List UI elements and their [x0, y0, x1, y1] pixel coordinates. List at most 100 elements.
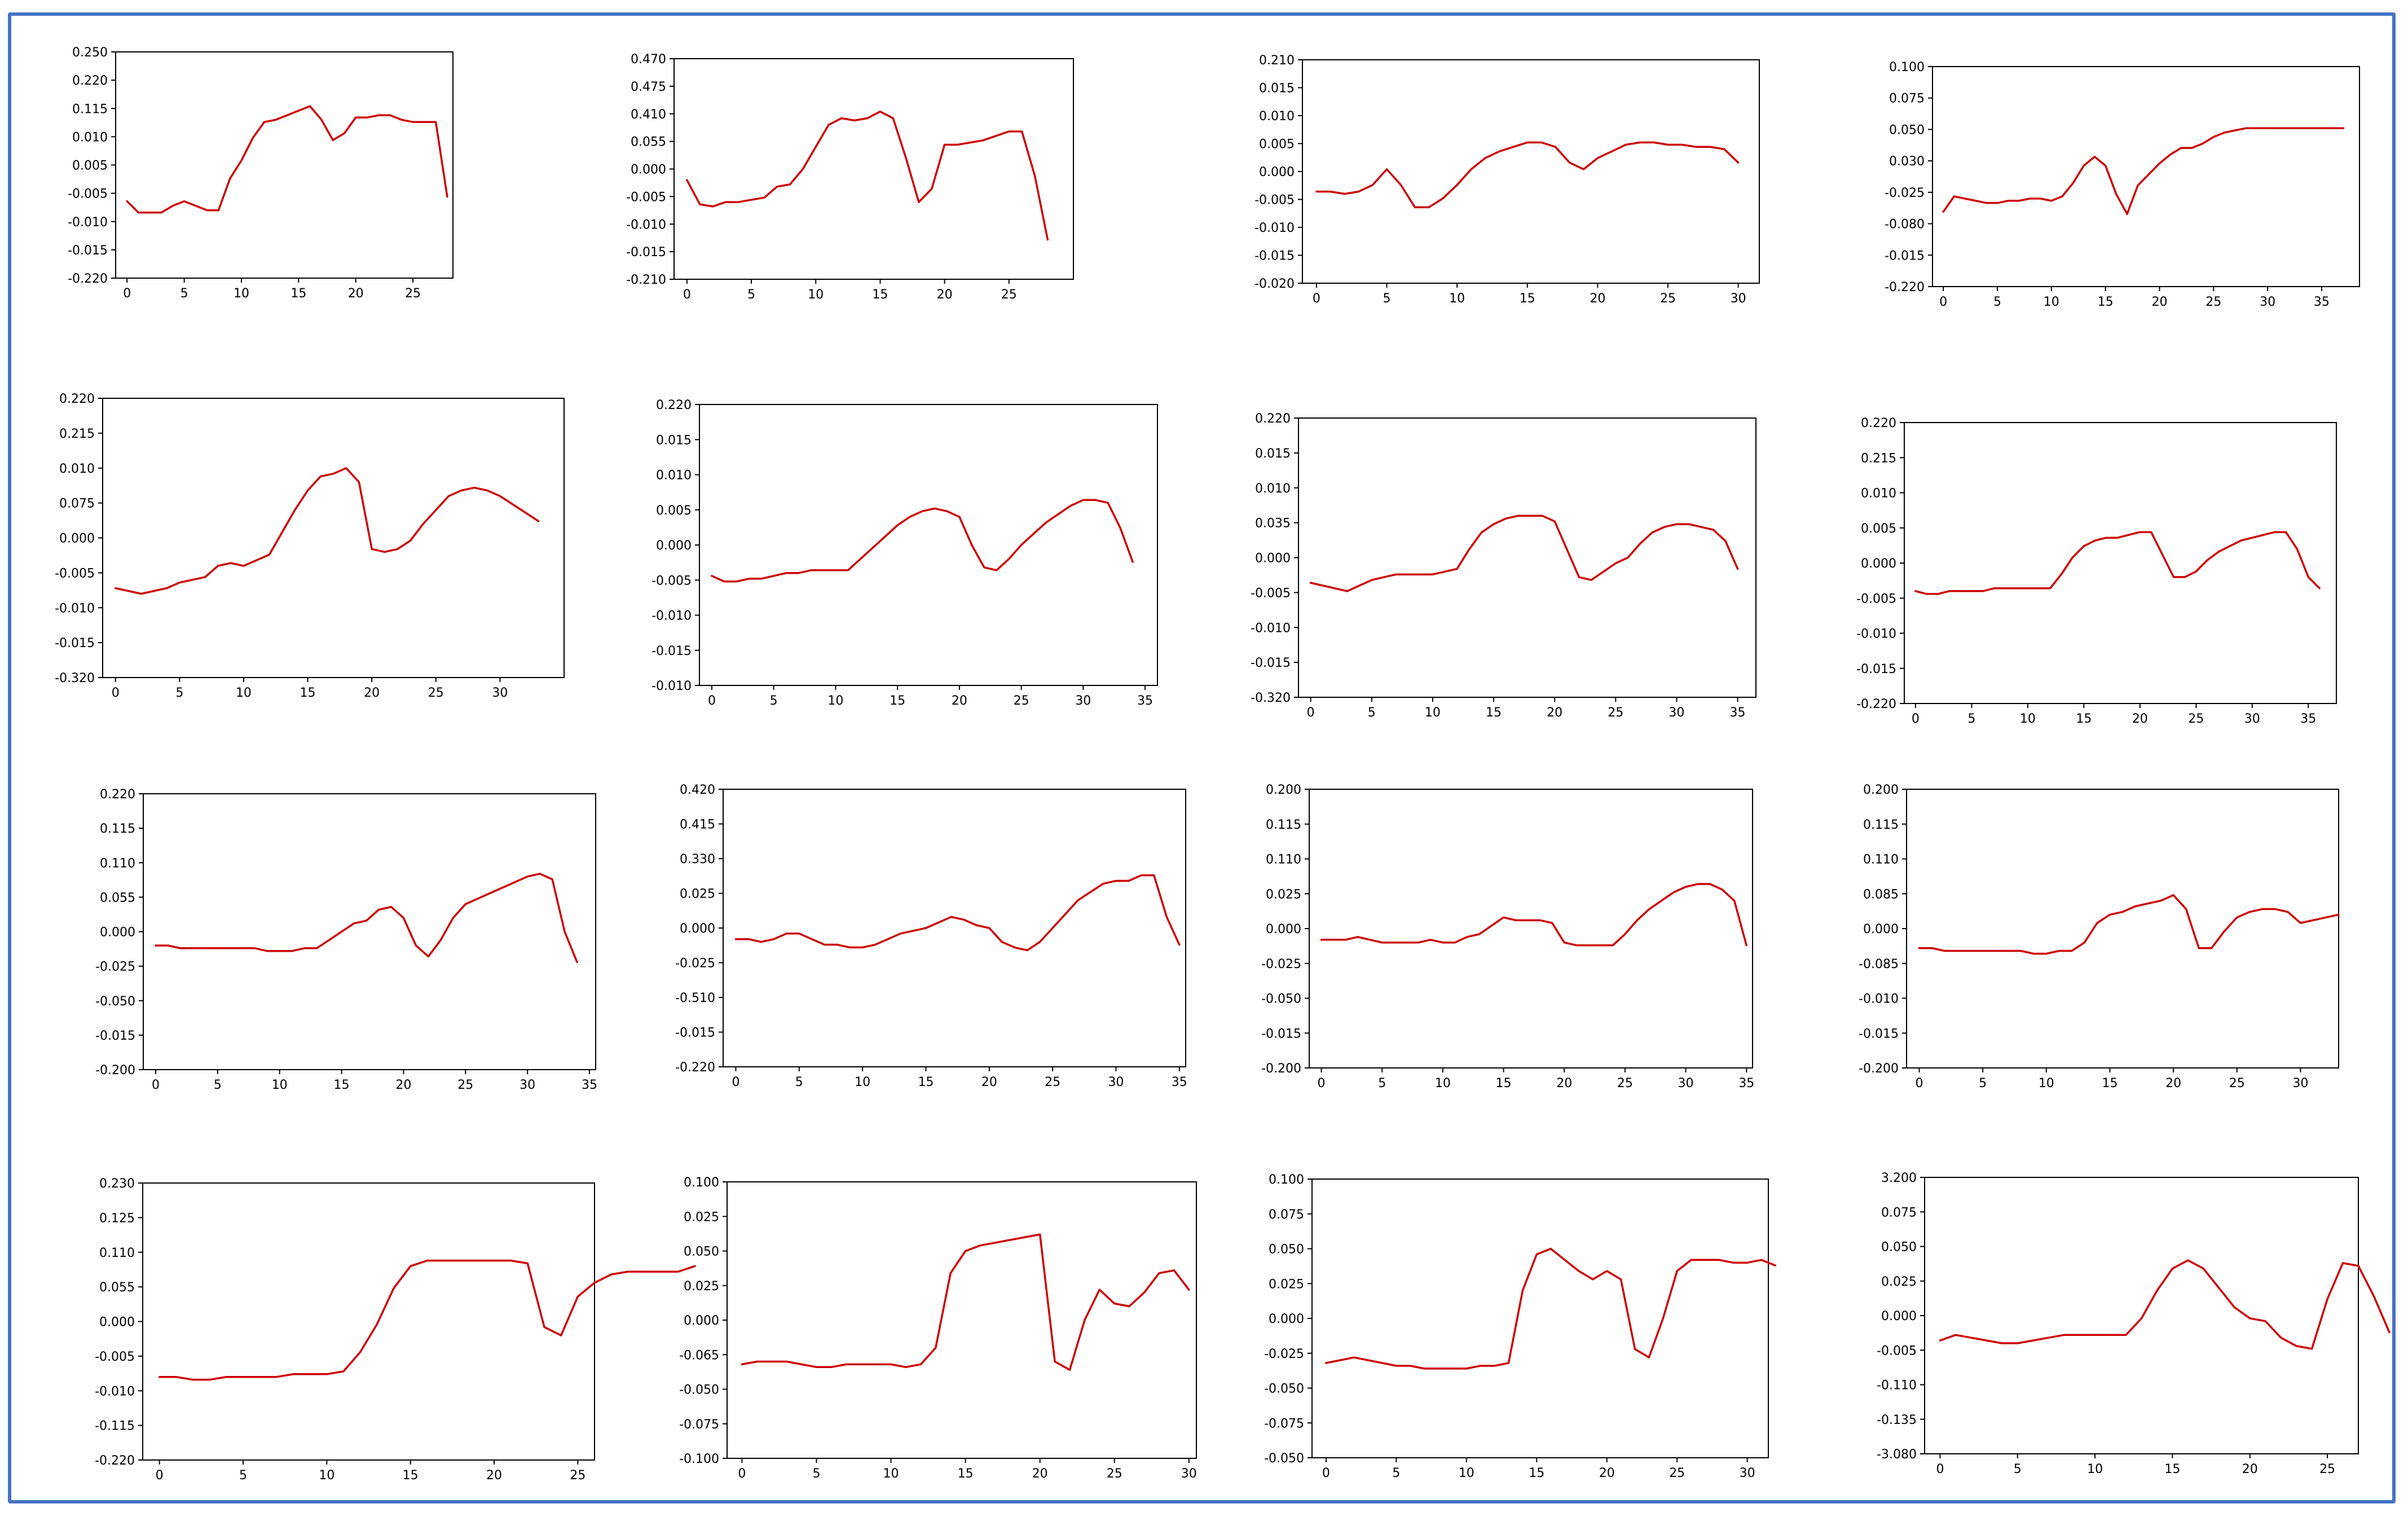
y-tick-label: -0.115 — [95, 1419, 135, 1434]
y-tick-label: 0.025 — [1269, 1277, 1304, 1291]
x-tick-label: 0 — [1939, 295, 1947, 309]
y-tick-label: 0.000 — [656, 539, 692, 553]
x-tick-label: 30 — [1108, 1075, 1124, 1089]
y-tick-label: -0.135 — [1877, 1413, 1917, 1427]
series-line — [1918, 894, 2340, 955]
y-tick-label: 0.110 — [100, 856, 135, 870]
line-chart-9: 0.220 0.115 0.110 0.055 0.000 -0.025 -0.050 -0.… — [81, 786, 604, 1101]
y-tick-label: -0.025 — [1264, 1347, 1304, 1361]
y-tick-label: 0.050 — [1889, 123, 1925, 137]
x-tick-label: 10 — [827, 694, 843, 708]
y-tick-label: -0.015 — [1251, 656, 1291, 670]
line-chart-2: 0.470 0.475 0.410 0.055 0.000 -0.005 -0.010 -0.… — [612, 51, 1081, 311]
axes-frame — [1906, 789, 2339, 1069]
x-tick-label: 0 — [1313, 292, 1320, 306]
line-chart-5: 0.220 0.215 0.010 0.075 0.000 -0.005 -0.010 -0.… — [41, 390, 572, 709]
y-tick-label: -0.075 — [679, 1418, 719, 1432]
y-tick-label: -0.220 — [1856, 697, 1896, 711]
y-tick-label: -0.005 — [55, 566, 95, 581]
chart-svg: 0.470 0.475 0.410 0.055 0.000 -0.005 -0.010 -0.… — [626, 52, 1074, 302]
y-tick-label: 0.015 — [1259, 82, 1295, 96]
y-tick-label: 0.005 — [1861, 522, 1896, 536]
y-tick-label: 0.220 — [72, 74, 108, 88]
series-line — [741, 1233, 1190, 1371]
x-tick-label: 15 — [2164, 1462, 2180, 1476]
chart-svg: 0.250 0.220 0.115 0.010 0.005 -0.005 -0.010 -0.… — [68, 46, 454, 301]
x-tick-label: 10 — [272, 1078, 288, 1092]
y-tick-label: -0.065 — [679, 1348, 719, 1362]
y-tick-label: 0.025 — [684, 1279, 719, 1294]
chart-svg: 0.100 0.075 0.050 0.025 0.000 -0.025 -0.050 -0.… — [1264, 1173, 1777, 1480]
x-tick-label: 10 — [234, 287, 249, 301]
axes-frame — [673, 58, 1074, 280]
y-tick-label: -0.220 — [95, 1454, 135, 1468]
x-tick-label: 25 — [570, 1468, 586, 1483]
x-tick-label: 15 — [958, 1467, 974, 1481]
x-tick-label: 25 — [1660, 292, 1676, 306]
x-tick-label: 10 — [2039, 1076, 2054, 1091]
x-tick-label: 20 — [1032, 1467, 1048, 1481]
x-tick-label: 30 — [1731, 292, 1746, 306]
line-chart-12: 0.200 0.115 0.110 0.085 0.000 -0.085 -0.010 -0.… — [1844, 781, 2347, 1100]
chart-svg: 0.200 0.115 0.110 0.025 0.000 -0.025 -0.050 -0.… — [1261, 783, 1754, 1091]
x-tick-label: 15 — [290, 287, 306, 301]
x-tick-label: 5 — [214, 1078, 222, 1092]
y-tick-label: -0.510 — [675, 991, 715, 1005]
x-tick-label: 0 — [1318, 1076, 1326, 1091]
x-tick-label: 10 — [1449, 292, 1465, 306]
y-tick-label: 0.470 — [631, 52, 666, 67]
y-tick-label: 0.010 — [59, 462, 95, 476]
y-tick-label: -0.200 — [1261, 1062, 1301, 1076]
x-tick-label: 10 — [1425, 706, 1441, 720]
y-tick-label: 0.420 — [680, 783, 715, 797]
y-tick-label: -0.005 — [95, 1350, 135, 1364]
y-tick-label: -0.010 — [95, 1384, 135, 1399]
line-chart-1: 0.250 0.220 0.115 0.010 0.005 -0.005 -0.010 -0.… — [54, 44, 461, 310]
x-tick-label: 25 — [2188, 712, 2204, 726]
x-tick-label: 35 — [1172, 1075, 1187, 1089]
y-tick-label: 0.050 — [1881, 1241, 1917, 1255]
line-chart-10: 0.420 0.415 0.330 0.025 0.000 -0.025 -0.510 -0.… — [661, 781, 1194, 1098]
y-tick-label: -0.010 — [68, 216, 108, 230]
y-tick-label: 0.220 — [1255, 412, 1291, 426]
x-tick-label: 30 — [1678, 1076, 1694, 1091]
x-tick-label: 25 — [2229, 1076, 2245, 1091]
x-tick-label: 0 — [1936, 1462, 1944, 1476]
x-tick-label: 5 — [175, 686, 183, 700]
y-tick-label: 0.025 — [680, 887, 715, 902]
y-tick-label: -0.075 — [1264, 1417, 1304, 1431]
x-tick-label: 15 — [2076, 712, 2092, 726]
x-tick-label: 20 — [952, 694, 967, 708]
x-tick-label: 15 — [872, 288, 888, 302]
y-tick-label: -0.010 — [1856, 627, 1896, 641]
y-tick-label: 0.010 — [1861, 487, 1896, 501]
x-tick-label: 0 — [123, 287, 131, 301]
line-chart-15: 0.100 0.075 0.050 0.025 0.000 -0.025 -0.050 -0.… — [1250, 1171, 1777, 1489]
x-tick-label: 20 — [2165, 1076, 2181, 1091]
y-tick-label: -0.100 — [679, 1452, 719, 1466]
y-tick-label: 0.005 — [72, 159, 108, 173]
x-tick-label: 20 — [1599, 1466, 1615, 1480]
x-tick-label: 15 — [890, 694, 905, 708]
chart-svg: 0.220 0.115 0.110 0.055 0.000 -0.025 -0.050 -0.… — [95, 788, 597, 1092]
x-tick-label: 5 — [1979, 1076, 1987, 1091]
y-tick-label: 0.000 — [1255, 552, 1291, 566]
y-tick-label: 0.110 — [1266, 853, 1301, 867]
y-tick-label: -0.050 — [95, 995, 135, 1009]
y-tick-label: -0.015 — [651, 644, 692, 658]
x-tick-label: 15 — [918, 1075, 934, 1089]
x-tick-label: 20 — [364, 686, 380, 700]
y-tick-label: 0.000 — [59, 532, 95, 546]
y-tick-label: -0.025 — [95, 960, 135, 974]
y-tick-label: -0.020 — [1254, 277, 1295, 291]
y-tick-label: 0.055 — [99, 1281, 135, 1295]
line-chart-6: 0.220 0.015 0.010 0.005 0.000 -0.005 -0.010 -0.… — [637, 397, 1165, 717]
line-chart-11: 0.200 0.115 0.110 0.025 0.000 -0.025 -0.050 -0.… — [1247, 781, 1760, 1100]
x-tick-label: 0 — [738, 1467, 746, 1481]
y-tick-label: 0.005 — [656, 504, 692, 518]
y-tick-label: -0.050 — [1264, 1452, 1304, 1466]
series-line — [1320, 883, 1747, 947]
y-tick-label: 0.110 — [1863, 853, 1899, 867]
x-tick-label: 0 — [152, 1078, 160, 1092]
x-tick-label: 20 — [981, 1075, 997, 1089]
